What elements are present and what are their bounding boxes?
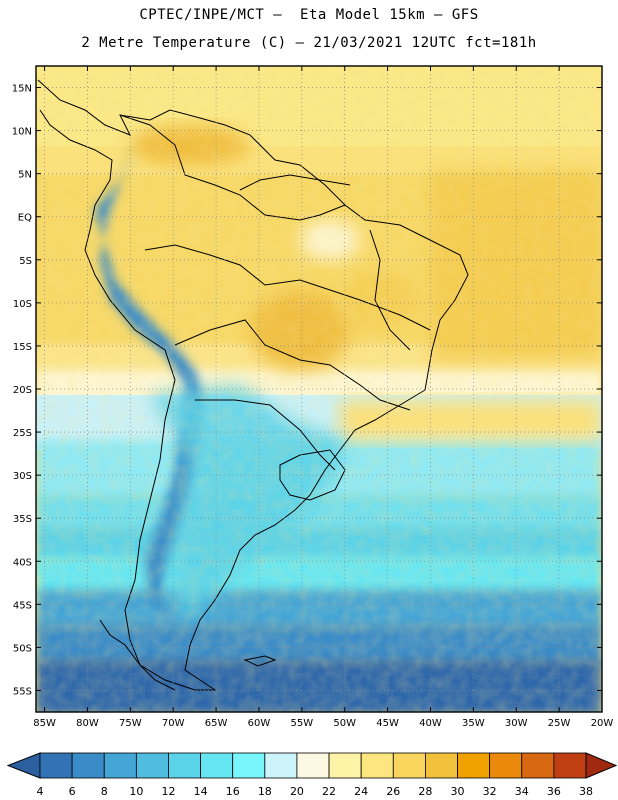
colorbar-label: 10: [129, 785, 143, 798]
lon-tick-label: 85W: [33, 718, 56, 729]
lat-tick-label: 20S: [13, 385, 32, 396]
lat-tick-label: 25S: [13, 428, 32, 439]
colorbar-label: 12: [161, 785, 175, 798]
colorbar-swatch: [200, 752, 234, 779]
longitude-axis: 85W 80W 75W 70W 65W 60W 55W 50W 45W 40W 35W 30W 25W 2…: [33, 718, 613, 729]
coastlines: [37, 79, 469, 691]
colorbar-swatch: [168, 752, 201, 779]
lat-tick-label: 5S: [19, 256, 32, 267]
title-line-1: CPTEC/INPE/MCT – Eta Model 15km – GFS: [139, 7, 479, 23]
lat-tick-label: 35S: [13, 514, 32, 525]
colorbar-label: 30: [451, 785, 465, 798]
colorbar-label: 14: [194, 785, 208, 798]
lat-tick-label: 40S: [13, 557, 32, 568]
lon-tick-label: 75W: [119, 718, 142, 729]
lon-tick-label: 35W: [462, 718, 485, 729]
colorbar-swatch: [521, 752, 555, 779]
axis-ticks: [36, 66, 603, 712]
colorbar-swatch: [392, 752, 426, 779]
lat-tick-label: 10S: [13, 299, 32, 310]
colorbar-label: 22: [322, 785, 336, 798]
lat-tick-label: 30S: [13, 471, 32, 482]
title-line-2: 2 Metre Temperature (C) – 21/03/2021 12U…: [81, 35, 537, 51]
colorbar-label: 20: [290, 785, 304, 798]
colorbar-label: 38: [579, 785, 593, 798]
colorbar-swatch: [457, 752, 491, 779]
colorbar-swatch: [296, 752, 330, 779]
colorbar-swatch: [360, 752, 394, 779]
lat-tick-label: 50S: [13, 643, 32, 654]
colorbar-label: 24: [354, 785, 368, 798]
lat-tick-label: 10N: [12, 127, 32, 138]
lon-tick-label: 70W: [162, 718, 185, 729]
lat-tick-label: 15N: [12, 84, 32, 95]
lon-tick-label: 60W: [248, 718, 271, 729]
colorbar-label: 8: [101, 785, 108, 798]
lon-tick-label: 65W: [205, 718, 228, 729]
colorbar-swatch: [553, 752, 587, 779]
lon-tick-label: 40W: [419, 718, 442, 729]
colorbar-swatch: [39, 752, 73, 779]
colorbar-label: 4: [37, 785, 44, 798]
colorbar-swatch: [489, 752, 523, 779]
colorbar-swatch: [264, 752, 298, 779]
lon-tick-label: 55W: [291, 718, 314, 729]
lat-tick-label: 45S: [13, 600, 32, 611]
colorbar-swatch: [103, 752, 137, 779]
colorbar-label: 34: [515, 785, 529, 798]
lat-tick-label: 15S: [13, 342, 32, 353]
lon-tick-label: 50W: [333, 718, 356, 729]
colorbar-label: 16: [226, 785, 240, 798]
lat-tick-label: EQ: [18, 213, 32, 224]
colorbar-label: 28: [418, 785, 432, 798]
colorbar-high-arrow: [585, 752, 618, 779]
lat-tick-label: 5N: [18, 170, 32, 181]
colorbar-swatch: [425, 752, 458, 779]
colorbar-label: 26: [386, 785, 400, 798]
colorbar-label: 18: [258, 785, 272, 798]
colorbar-label: 6: [69, 785, 76, 798]
latitude-axis: 15N 10N 5N EQ 5S 10S 15S 20S 25S 30S 35S 40S 45S 50S 5…: [12, 84, 32, 698]
colorbar-swatch: [71, 752, 105, 779]
lon-tick-label: 25W: [548, 718, 571, 729]
colorbar: 4 6 8 10 12 14 16 18 20 22 24 26 28 30 32 34 36 38: [6, 752, 618, 798]
colorbar-label: 32: [483, 785, 497, 798]
colorbar-swatch: [135, 752, 169, 779]
colorbar-low-arrow: [6, 752, 41, 779]
temperature-field: [36, 66, 602, 712]
lon-tick-label: 30W: [505, 718, 528, 729]
lon-tick-label: 80W: [76, 718, 99, 729]
colorbar-swatch: [232, 752, 266, 779]
lat-tick-label: 55S: [13, 686, 32, 697]
lon-tick-label: 45W: [376, 718, 399, 729]
colorbar-label: 36: [547, 785, 561, 798]
colorbar-swatch: [328, 752, 362, 779]
lon-tick-label: 20W: [591, 718, 614, 729]
